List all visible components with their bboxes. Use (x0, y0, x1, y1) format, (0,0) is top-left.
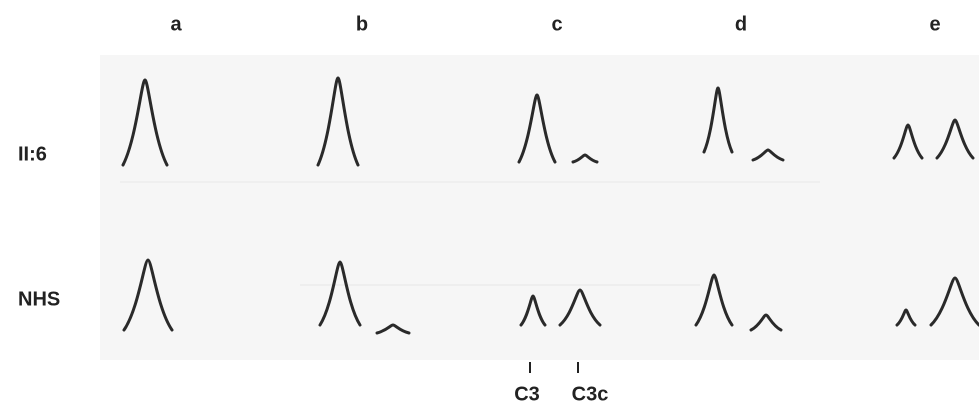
peak (895, 308, 917, 327)
peak (571, 153, 599, 164)
peak (517, 93, 557, 164)
row-label: NHS (18, 288, 60, 310)
peak (121, 78, 169, 167)
peak (122, 258, 174, 332)
row-label: II:6 (18, 143, 47, 165)
peak (929, 276, 979, 327)
column-label: b (356, 13, 368, 35)
column-label: c (551, 13, 562, 35)
peak (316, 76, 360, 167)
column-label: e (929, 13, 940, 35)
peak (749, 313, 783, 332)
column-label: a (170, 13, 182, 35)
marker-label: C3c (572, 383, 609, 405)
peak (519, 294, 547, 327)
peak (892, 123, 924, 160)
peak (702, 86, 734, 154)
peak (935, 118, 975, 160)
peak (751, 148, 785, 162)
peak (558, 288, 602, 327)
peak (694, 273, 734, 327)
column-label: d (735, 13, 747, 35)
peak (375, 323, 411, 335)
peak (318, 260, 362, 327)
marker-label: C3 (514, 383, 540, 405)
precipitation-peaks (121, 76, 979, 335)
